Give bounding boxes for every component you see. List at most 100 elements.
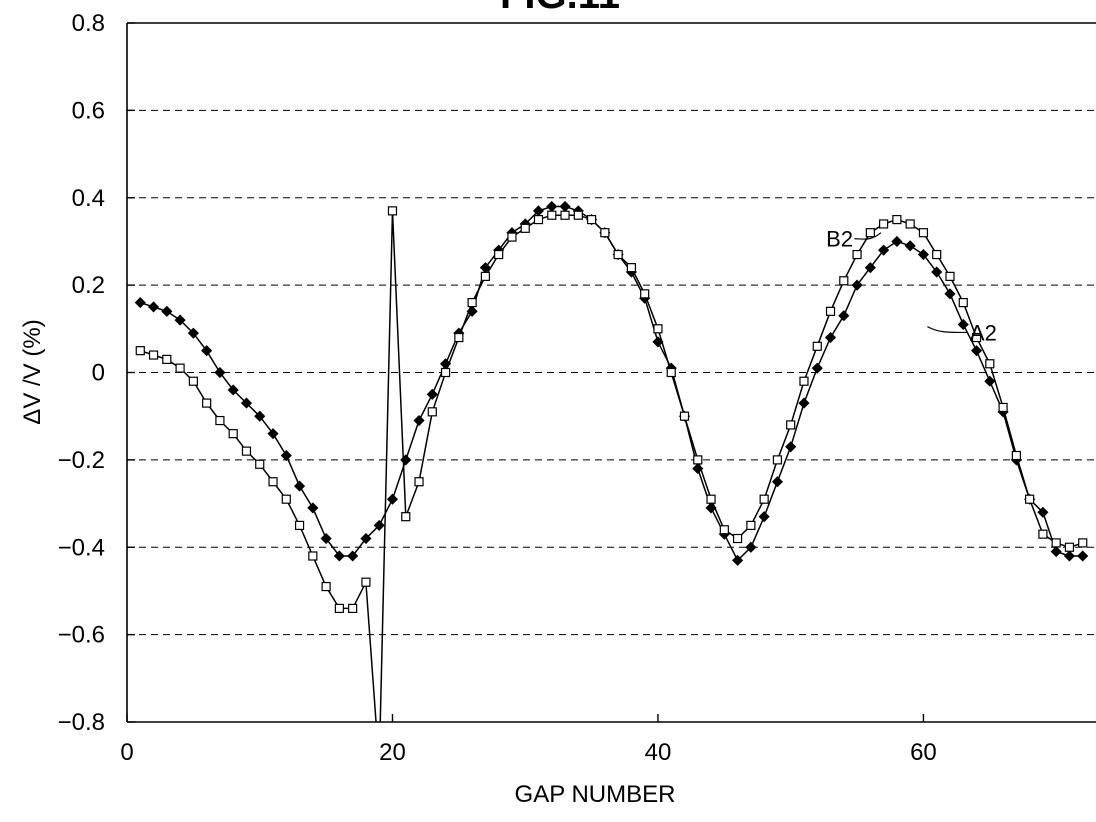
data-point <box>838 310 850 322</box>
data-point <box>308 551 318 561</box>
data-point <box>241 446 252 456</box>
data-point <box>480 271 490 281</box>
data-point <box>348 603 358 614</box>
data-point <box>586 214 597 225</box>
data-point <box>771 476 783 488</box>
data-point <box>228 429 238 439</box>
data-point <box>254 410 266 422</box>
data-point <box>984 375 996 387</box>
data-point <box>1011 450 1021 461</box>
data-point <box>998 402 1008 413</box>
data-point <box>759 494 769 504</box>
data-point <box>401 512 411 522</box>
data-point <box>400 454 412 466</box>
data-point <box>148 350 159 360</box>
data-point <box>427 407 437 417</box>
data-point <box>851 279 863 291</box>
data-point <box>878 244 890 256</box>
data-point <box>786 420 796 430</box>
data-point <box>414 477 424 487</box>
data-point <box>653 324 663 334</box>
y-tick-label: 0.2 <box>72 272 105 299</box>
a2-label: A2 <box>970 320 997 345</box>
series-annotations: B2 A2 <box>826 227 997 346</box>
data-point <box>454 332 464 343</box>
data-point <box>970 345 983 357</box>
data-point <box>785 441 797 453</box>
data-point <box>811 362 823 374</box>
data-point <box>945 271 955 281</box>
data-point <box>494 249 504 260</box>
data-point <box>706 494 716 504</box>
data-point <box>865 228 875 238</box>
data-point <box>294 520 305 531</box>
data-point <box>679 411 690 421</box>
data-point <box>147 301 160 313</box>
a2-leader-line <box>927 326 968 334</box>
y-tick-label: 0.4 <box>72 185 105 212</box>
data-point <box>520 223 530 233</box>
data-point <box>891 235 903 248</box>
data-point <box>373 519 385 531</box>
data-point <box>904 240 916 252</box>
data-point <box>918 228 929 238</box>
y-tick-label: 0 <box>92 360 105 387</box>
data-point <box>187 327 199 339</box>
data-point <box>917 248 930 261</box>
series-layer <box>134 200 1089 722</box>
data-point <box>640 289 650 299</box>
x-tick-label: 0 <box>120 739 133 766</box>
data-point <box>1037 506 1049 518</box>
data-point <box>547 210 557 220</box>
y-tick-label: −0.6 <box>58 622 105 649</box>
data-point <box>613 249 623 260</box>
data-point <box>334 603 344 614</box>
data-point <box>719 525 729 535</box>
data-point <box>440 367 451 378</box>
data-point <box>1051 538 1061 548</box>
x-axis-title: GAP NUMBER <box>515 781 676 808</box>
data-point <box>426 388 438 400</box>
data-point <box>1038 529 1048 539</box>
axes <box>126 22 1096 723</box>
data-point <box>320 532 332 545</box>
x-tick-label: 40 <box>645 739 672 766</box>
data-point <box>267 428 279 440</box>
data-point <box>188 376 198 386</box>
series-B2 <box>135 206 1088 722</box>
data-point <box>361 577 371 587</box>
data-point <box>905 219 915 229</box>
data-point <box>214 366 226 379</box>
data-point <box>852 249 862 260</box>
data-point <box>825 306 836 316</box>
data-point <box>798 397 810 409</box>
data-point <box>957 318 969 331</box>
data-point <box>307 502 319 514</box>
data-point <box>666 367 676 378</box>
data-point <box>799 376 809 386</box>
data-point <box>135 346 145 356</box>
data-point <box>573 210 583 220</box>
data-point <box>1078 538 1088 548</box>
data-point <box>240 397 253 409</box>
data-point <box>360 532 372 545</box>
data-point <box>467 298 477 308</box>
data-point <box>879 219 889 229</box>
data-point <box>280 449 292 462</box>
data-point <box>892 214 902 225</box>
data-point <box>413 414 425 427</box>
data-point <box>745 541 757 553</box>
data-point <box>162 354 172 364</box>
data-point <box>386 493 399 505</box>
data-point <box>693 455 703 465</box>
y-tick-labels: 0.8 0.6 0.4 0.2 0 −0.2 −0.4 −0.6 −0.8 <box>58 10 105 736</box>
b2-label: B2 <box>826 227 853 252</box>
data-point <box>746 520 756 531</box>
data-point <box>958 298 968 308</box>
data-point <box>971 332 982 343</box>
data-point <box>560 210 570 220</box>
data-point <box>1063 550 1076 562</box>
data-point <box>175 363 185 373</box>
b2-leader-line <box>854 232 882 240</box>
